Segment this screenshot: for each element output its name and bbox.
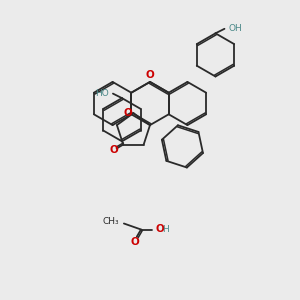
Text: O: O <box>156 224 165 235</box>
Text: O: O <box>123 108 132 118</box>
Text: H: H <box>163 225 169 234</box>
Text: O: O <box>130 237 139 247</box>
Text: CH₃: CH₃ <box>103 218 119 226</box>
Text: O: O <box>109 145 118 155</box>
Text: OH: OH <box>229 24 243 33</box>
Text: O: O <box>146 70 154 80</box>
Text: HO: HO <box>95 89 108 98</box>
